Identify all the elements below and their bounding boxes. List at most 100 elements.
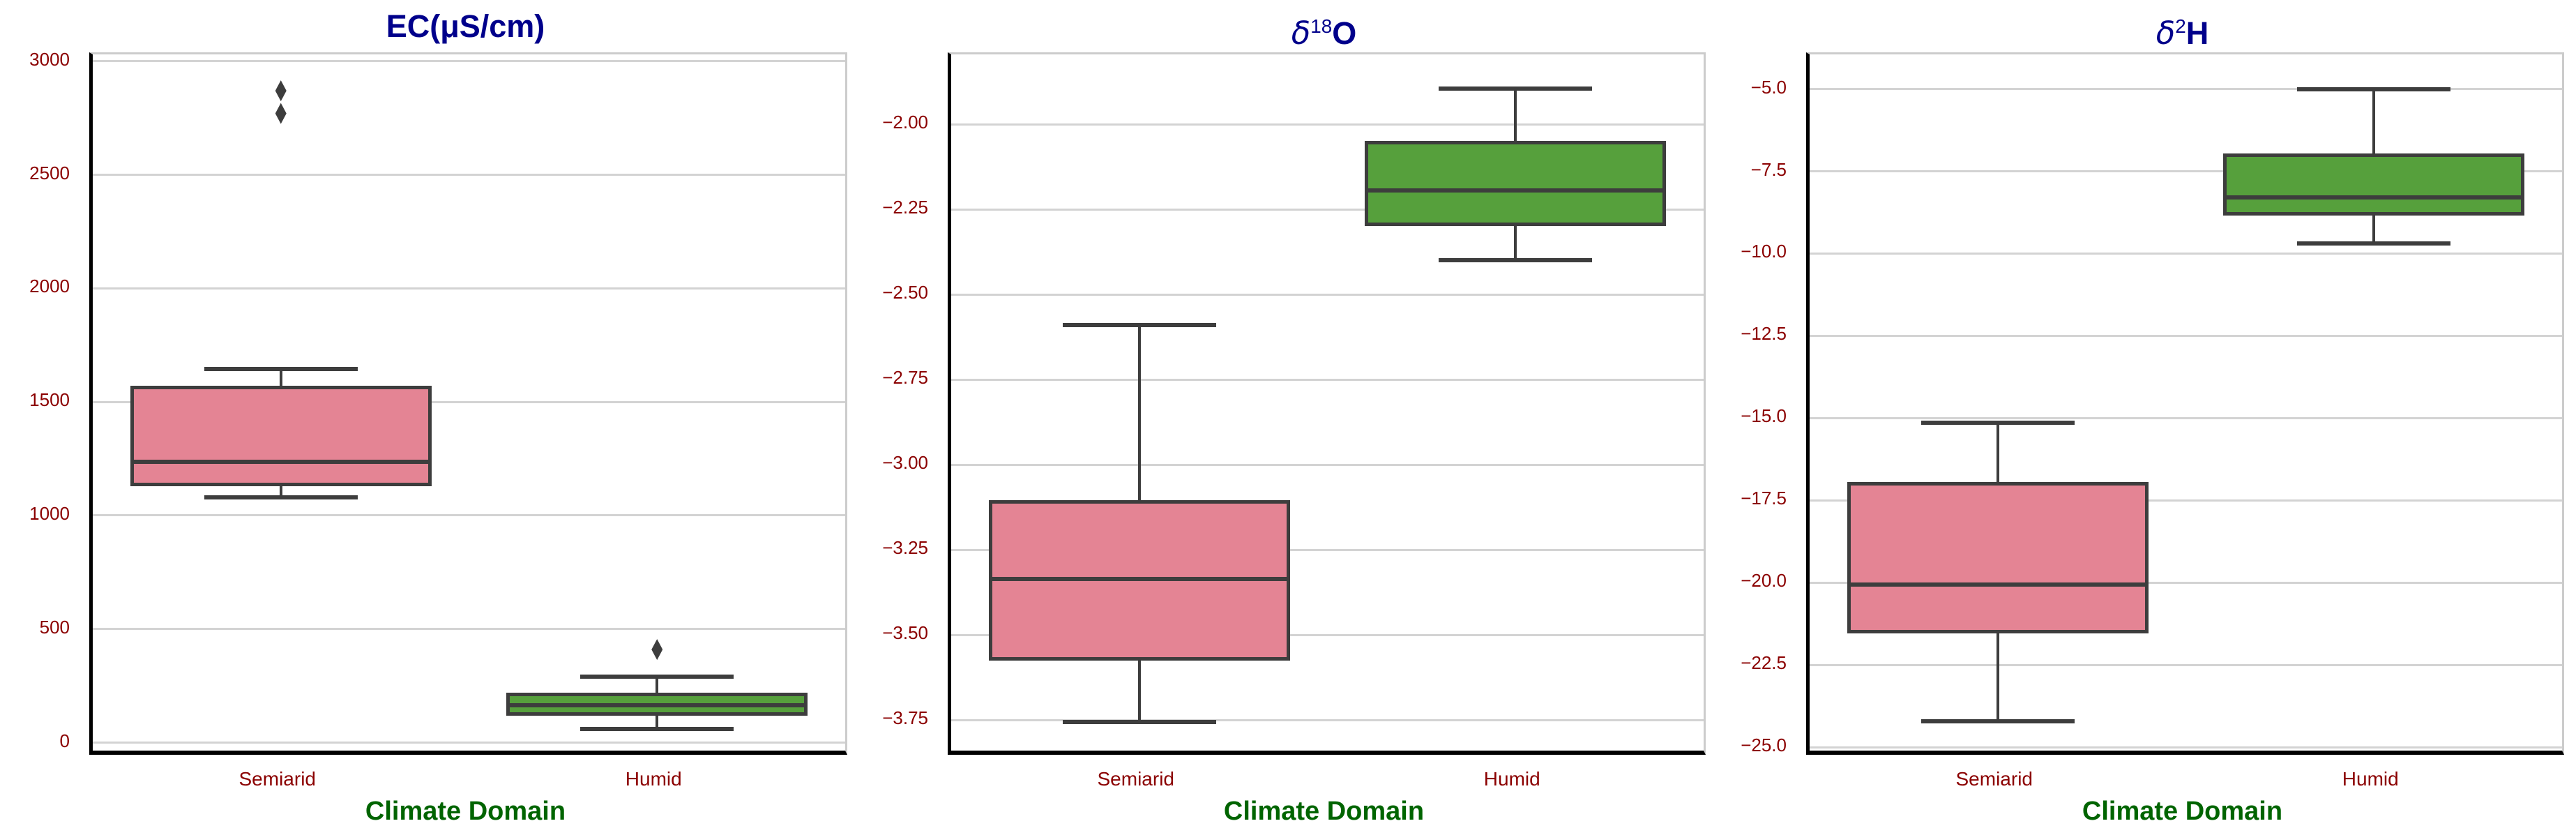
- whisker-upper: [279, 368, 282, 386]
- y-tick-label: −20.0: [1741, 570, 1787, 592]
- whisker-lower: [656, 715, 659, 730]
- gridline: [951, 208, 1704, 211]
- whisker-cap-lower: [1062, 719, 1216, 724]
- whisker-cap-lower: [204, 495, 358, 499]
- outlier-diamond: [275, 103, 287, 124]
- y-tick-label: −2.75: [882, 367, 928, 389]
- chart-title-segment: δ: [1291, 15, 1311, 52]
- y-tick-label: 500: [39, 616, 70, 638]
- whisker-cap-upper: [1439, 86, 1593, 91]
- median-line: [1365, 188, 1667, 193]
- whisker-cap-lower: [2297, 241, 2451, 246]
- whisker-upper: [1514, 88, 1517, 142]
- whisker-upper: [1996, 423, 1999, 483]
- x-axis-label: Climate Domain: [365, 797, 566, 826]
- whisker-lower: [279, 486, 282, 497]
- y-tick-label: −3.00: [882, 452, 928, 474]
- gridline: [1810, 416, 2562, 419]
- x-tick-label-humid: Humid: [1483, 768, 1540, 790]
- chart-title-segment: H: [2185, 15, 2209, 52]
- whisker-cap-lower: [1439, 258, 1593, 263]
- y-tick-label: −2.25: [882, 197, 928, 218]
- y-tick-label: −7.5: [1750, 158, 1787, 180]
- y-tick-label: −22.5: [1741, 652, 1787, 674]
- whisker-lower: [1996, 633, 1999, 721]
- gridline: [951, 378, 1704, 381]
- gridline: [93, 400, 845, 403]
- median-line: [988, 576, 1290, 581]
- median-line: [2223, 195, 2525, 200]
- y-tick-label: −12.5: [1741, 323, 1787, 345]
- whisker-cap-lower: [1920, 719, 2075, 723]
- outlier-diamond: [651, 639, 663, 661]
- gridline: [951, 548, 1704, 551]
- x-tick-label-semiarid: Semiarid: [1955, 768, 2033, 790]
- y-tick-label: −2.00: [882, 112, 928, 133]
- gridline: [93, 628, 845, 631]
- x-tick-label-humid: Humid: [625, 768, 682, 790]
- y-tick-label: 2500: [29, 162, 70, 183]
- y-tick-label: 1500: [29, 389, 70, 411]
- gridline: [951, 633, 1704, 636]
- median-line: [1847, 582, 2149, 587]
- whisker-lower: [2372, 216, 2376, 244]
- median-line: [130, 460, 432, 465]
- subplot-d18o: δ18O −2.00 −2.25 −2.50 −2.75 −3.00 −3.25 −3.50…: [858, 0, 1717, 835]
- y-tick-label: −5.0: [1750, 76, 1787, 98]
- chart-title: EC(μS/cm): [89, 4, 842, 49]
- gridline: [1810, 581, 2562, 584]
- y-tick-label: 3000: [29, 48, 70, 70]
- gridline: [951, 123, 1704, 126]
- whisker-upper: [656, 677, 659, 693]
- gridline: [951, 719, 1704, 721]
- chart-title-segment: δ: [2155, 15, 2176, 52]
- gridline: [93, 287, 845, 289]
- chart-title-segment: 2: [2175, 15, 2186, 37]
- gridline: [1810, 88, 2562, 91]
- box-humid: [1365, 141, 1667, 227]
- y-tick-label: −10.0: [1741, 241, 1787, 262]
- chart-title: δ2H: [1806, 4, 2559, 52]
- gridline: [951, 293, 1704, 296]
- outlier-diamond: [275, 80, 287, 102]
- x-axis-label: Climate Domain: [2082, 797, 2283, 826]
- x-tick-label-semiarid: Semiarid: [238, 768, 316, 790]
- whisker-cap-lower: [580, 727, 734, 732]
- box-humid: [2223, 153, 2525, 216]
- subplot-d2h: δ2H −5.0 −7.5 −10.0 −12.5 −15.0 −17.5 −20.0 −22…: [1717, 0, 2575, 835]
- plot-area: [1806, 52, 2564, 755]
- gridline: [93, 514, 845, 517]
- gridline: [93, 742, 845, 744]
- chart-title-segment: 18: [1310, 15, 1333, 37]
- median-line: [506, 702, 808, 707]
- chart-title-segment: O: [1332, 15, 1357, 52]
- y-tick-label: −3.50: [882, 622, 928, 644]
- gridline: [1810, 252, 2562, 255]
- whisker-upper: [2372, 89, 2376, 153]
- gridline: [93, 174, 845, 176]
- gridline: [1810, 499, 2562, 502]
- x-tick-label-humid: Humid: [2342, 768, 2399, 790]
- whisker-cap-upper: [2297, 86, 2451, 91]
- x-axis-label: Climate Domain: [1223, 797, 1425, 826]
- y-tick-label: −3.25: [882, 537, 928, 559]
- gridline: [951, 463, 1704, 466]
- box-semiarid: [130, 386, 432, 486]
- whisker-lower: [1137, 660, 1141, 722]
- y-tick-label: 1000: [29, 502, 70, 524]
- y-tick-label: −15.0: [1741, 405, 1787, 427]
- gridline: [1810, 170, 2562, 172]
- whisker-cap-upper: [1062, 322, 1216, 327]
- plot-area: [89, 52, 847, 755]
- x-tick-label-semiarid: Semiarid: [1097, 768, 1174, 790]
- y-tick-label: 0: [59, 730, 70, 751]
- whisker-lower: [1514, 226, 1517, 261]
- box-semiarid: [1847, 482, 2149, 634]
- plot-area: [948, 52, 1706, 755]
- gridline: [1810, 746, 2562, 749]
- y-tick-label: −17.5: [1741, 488, 1787, 509]
- y-tick-label: −25.0: [1741, 735, 1787, 756]
- whisker-cap-upper: [580, 675, 734, 679]
- gridline: [93, 60, 845, 63]
